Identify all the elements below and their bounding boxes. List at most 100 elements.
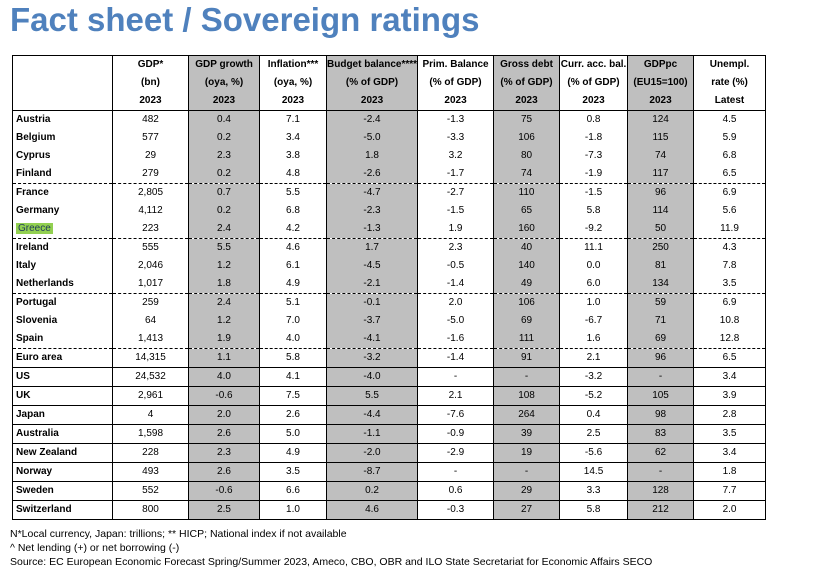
table-row: Cyprus 29 2.3 3.8 1.8 3.2 80 -7.3 74 6.8 — [12, 147, 767, 165]
table-cell: 212 — [627, 500, 695, 520]
country-label: Germany — [16, 205, 60, 216]
table-cell: 4.9 — [259, 275, 327, 294]
table-cell: 2.1 — [417, 386, 495, 406]
table-cell: 91 — [493, 348, 561, 368]
country-name: Norway — [12, 462, 113, 482]
table-cell: -3.7 — [325, 312, 419, 330]
table-cell: 2.3 — [188, 443, 260, 463]
table-cell: 5.8 — [559, 202, 629, 220]
country-label: Spain — [16, 333, 44, 344]
table-cell: -6.7 — [559, 312, 629, 330]
table-cell: 83 — [627, 424, 695, 444]
table-cell: 3.3 — [559, 481, 629, 501]
table-cell: -3.2 — [325, 348, 419, 368]
table-cell: 2,805 — [112, 183, 189, 202]
table-cell: -5.0 — [325, 129, 419, 147]
table-cell: 1.0 — [559, 293, 629, 312]
table-cell: 24,532 — [112, 367, 189, 387]
table-cell: -1.3 — [325, 220, 419, 239]
table-cell: 5.5 — [325, 386, 419, 406]
table-cell: -3.3 — [417, 129, 495, 147]
table-cell: 6.8 — [693, 147, 767, 165]
country-name: US — [12, 367, 113, 387]
country-label: Belgium — [16, 132, 56, 143]
table-row: Italy 2,046 1.2 6.1 -4.5 -0.5 140 0.0 81 7.8 — [12, 257, 767, 275]
table-cell: -1.6 — [417, 330, 495, 349]
table-cell: 0.8 — [559, 110, 629, 129]
table-cell: 1.7 — [325, 238, 419, 257]
table-cell: 2.8 — [693, 405, 767, 425]
table-cell: 134 — [627, 275, 695, 294]
table-cell: -8.7 — [325, 462, 419, 482]
column-header: 2023 — [112, 92, 189, 111]
table-cell: 4.2 — [259, 220, 327, 239]
table-cell: 128 — [627, 481, 695, 501]
table-row: Euro area 14,315 1.1 5.8 -3.2 -1.4 91 2.1 96 6.5 — [12, 348, 767, 368]
table-row: US 24,532 4.0 4.1 -4.0- - -3.2-3.4 — [12, 367, 767, 387]
table-cell: 5.0 — [259, 424, 327, 444]
table-cell: -0.5 — [417, 257, 495, 275]
table-cell: 4.8 — [259, 165, 327, 184]
sovereign-ratings-table: GDP* GDP growth Inflation*** Budget balance… — [12, 55, 767, 520]
column-header — [12, 55, 113, 74]
country-name: Netherlands — [12, 275, 113, 294]
table-cell: 160 — [493, 220, 561, 239]
country-name: Greece — [12, 220, 113, 239]
table-cell: 6.5 — [693, 165, 767, 184]
column-header: Unempl. — [693, 55, 767, 74]
table-cell: 29 — [493, 481, 561, 501]
table-cell: 4 — [112, 405, 189, 425]
table-cell: 49 — [493, 275, 561, 294]
country-label: Euro area — [16, 352, 63, 363]
table-cell: 3.9 — [693, 386, 767, 406]
table-cell: 482 — [112, 110, 189, 129]
table-cell: -0.3 — [417, 500, 495, 520]
table-cell: 0.2 — [188, 202, 260, 220]
table-cell: 1.8 — [188, 275, 260, 294]
country-label: US — [16, 371, 30, 382]
table-cell: 2.1 — [559, 348, 629, 368]
table-cell: 6.1 — [259, 257, 327, 275]
table-cell: 5.6 — [693, 202, 767, 220]
table-cell: 3.4 — [693, 443, 767, 463]
table-row: France 2,805 0.7 5.5 -4.7 -2.7 110 -1.5 96 6.9 — [12, 183, 767, 202]
table-cell: -2.9 — [417, 443, 495, 463]
table-cell: 0.4 — [188, 110, 260, 129]
table-cell: -4.5 — [325, 257, 419, 275]
column-header: (% of GDP) — [417, 74, 495, 92]
table-row: Ireland 555 5.5 4.6 1.7 2.3 40 11.1 250 4.3 — [12, 238, 767, 257]
table-cell: -4.4 — [325, 405, 419, 425]
country-name: Germany — [12, 202, 113, 220]
table-cell: 19 — [493, 443, 561, 463]
country-label: UK — [16, 390, 31, 401]
table-cell: 2.5 — [559, 424, 629, 444]
table-cell: 39 — [493, 424, 561, 444]
column-header: 2023 — [259, 92, 327, 111]
country-label: Switzerland — [16, 504, 72, 515]
column-header: 2023 — [188, 92, 260, 111]
table-cell: 11.9 — [693, 220, 767, 239]
table-cell: 7.0 — [259, 312, 327, 330]
table-cell: 577 — [112, 129, 189, 147]
table-cell: 106 — [493, 129, 561, 147]
column-header: 2023 — [627, 92, 695, 111]
table-cell: -2.7 — [417, 183, 495, 202]
table-cell: -5.2 — [559, 386, 629, 406]
table-cell: 7.5 — [259, 386, 327, 406]
country-name: UK — [12, 386, 113, 406]
table-cell: 2.0 — [693, 500, 767, 520]
country-name: Euro area — [12, 348, 113, 368]
table-cell: 64 — [112, 312, 189, 330]
table-row: UK 2,961 -0.6 7.5 5.5 2.1 108 -5.2 105 3.9 — [12, 386, 767, 406]
country-label: Norway — [16, 466, 53, 477]
column-header: (EU15=100) — [627, 74, 695, 92]
table-cell: 2.4 — [188, 293, 260, 312]
country-name: Italy — [12, 257, 113, 275]
column-header: GDP growth — [188, 55, 260, 74]
table-cell: 14.5 — [559, 462, 629, 482]
country-name: Slovenia — [12, 312, 113, 330]
country-label: Cyprus — [16, 150, 51, 161]
table-row: Switzerland 800 2.5 1.0 4.6 -0.3 27 5.8 212 2.0 — [12, 500, 767, 520]
column-header — [12, 74, 113, 92]
table-cell: - — [493, 462, 561, 482]
